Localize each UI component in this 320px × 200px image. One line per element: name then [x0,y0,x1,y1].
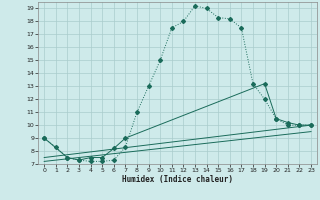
X-axis label: Humidex (Indice chaleur): Humidex (Indice chaleur) [122,175,233,184]
